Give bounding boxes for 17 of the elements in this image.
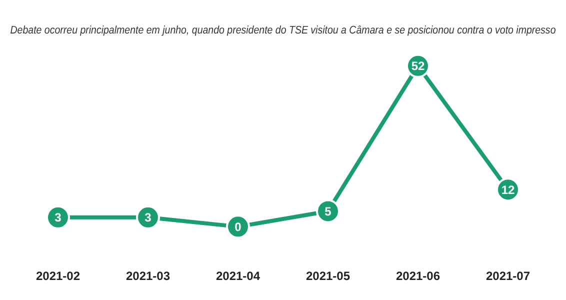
x-tick-label: 2021-05 — [306, 269, 350, 284]
data-label: 3 — [54, 210, 62, 225]
data-label: 3 — [144, 210, 152, 225]
point — [316, 199, 340, 224]
x-tick-label: 2021-03 — [126, 269, 170, 284]
point — [46, 205, 70, 230]
point — [226, 214, 250, 239]
data-label: 52 — [411, 59, 425, 74]
data-label: 0 — [234, 220, 242, 234]
x-tick-label: 2021-02 — [36, 269, 80, 284]
data-label: 12 — [501, 182, 515, 197]
chart-subtitle: Debate ocorreu principalmente em junho, quando presidente do TSE visitou a Câmara e se posicionou contra o voto impresso — [10, 25, 556, 37]
x-tick-label: 2021-04 — [216, 269, 260, 284]
point — [136, 205, 160, 230]
x-tick-label: 2021-06 — [396, 269, 440, 284]
data-label: 5 — [324, 204, 332, 219]
x-tick-label: 2021-07 — [486, 269, 530, 284]
